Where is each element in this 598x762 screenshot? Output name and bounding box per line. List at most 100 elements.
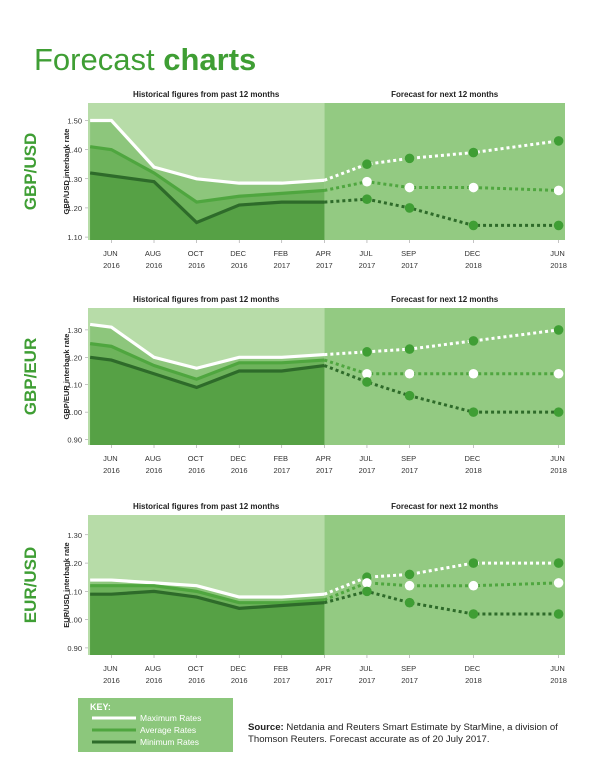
x-tick-line: 2016 <box>188 261 205 270</box>
x-tick-line: 2016 <box>188 676 205 685</box>
forecast-line <box>323 589 559 616</box>
x-tick-line: 2016 <box>103 261 120 270</box>
y-tick-label: 1.50 <box>67 116 82 125</box>
x-tick-line: 2016 <box>103 466 120 475</box>
chart-side-title: GBP/EUR <box>21 338 40 415</box>
x-tick-label: DEC 2016 <box>230 249 248 270</box>
history-line <box>90 118 325 185</box>
source-text: Netdania and Reuters Smart Estimate by S… <box>248 722 558 745</box>
y-tick-label: 0.90 <box>67 436 82 445</box>
x-tick-label: JUL 2017 <box>359 454 376 475</box>
y-tick-label: 1.30 <box>67 175 82 184</box>
x-tick-line: JUN <box>103 249 120 258</box>
history-line <box>90 578 325 599</box>
x-tick-line: SEP <box>401 454 418 463</box>
x-tick-line: OCT <box>188 454 206 463</box>
title-bold: charts <box>163 42 256 77</box>
x-tick-line: 2017 <box>316 466 333 475</box>
y-tick-label: 1.20 <box>67 353 82 362</box>
forecast-point <box>404 569 415 580</box>
forecast-annotation: Forecast for next 12 months <box>391 295 499 304</box>
y-tick-label: 1.20 <box>67 559 82 568</box>
forecast-point <box>553 368 564 379</box>
history-line <box>89 145 325 204</box>
x-tick-line: SEP <box>401 249 418 258</box>
forecast-point <box>362 176 372 187</box>
x-tick-label: FEB 2017 <box>273 454 290 475</box>
forecast-point <box>404 344 415 354</box>
x-tick-line: 2017 <box>401 261 418 270</box>
x-tick-label: DEC 2016 <box>230 454 248 475</box>
forecast-point <box>553 325 564 335</box>
forecast-point <box>468 368 479 379</box>
history-line <box>90 584 325 605</box>
history-area <box>90 172 325 240</box>
history-annotation: Historical figures from past 12 months <box>133 295 280 304</box>
x-tick-line: OCT <box>188 664 206 673</box>
forecast-point <box>362 368 372 379</box>
history-annotation: Historical figures from past 12 months <box>133 502 280 511</box>
x-tick-label: FEB 2017 <box>273 249 290 270</box>
x-tick-line: APR <box>316 454 334 463</box>
forecast-point <box>362 347 372 357</box>
forecast-point <box>468 220 479 231</box>
x-tick-label: JUN 2016 <box>103 249 120 270</box>
forecast-point <box>553 220 564 231</box>
x-tick-line: JUL <box>359 454 374 463</box>
history-line <box>89 171 325 225</box>
history-line <box>90 589 325 610</box>
x-tick-line: 2017 <box>273 261 290 270</box>
forecast-point <box>404 153 415 164</box>
y-tick-label: 0.90 <box>67 644 82 653</box>
x-tick-line: FEB <box>273 664 290 673</box>
legend-label: Minimum Rates <box>140 737 199 747</box>
y-axis-label: EUR/USD interbank rate <box>62 542 71 627</box>
x-tick-label: JUN 2018 <box>550 249 567 270</box>
forecast-point <box>553 609 564 619</box>
x-tick-line: 2017 <box>359 261 376 270</box>
y-tick-label: 1.30 <box>67 326 82 335</box>
x-tick-line: DEC <box>464 664 482 673</box>
title-light: Forecast <box>34 42 155 77</box>
x-tick-line: DEC <box>230 664 248 673</box>
y-tick-label: 1.10 <box>67 233 82 242</box>
x-tick-line: 2016 <box>231 676 248 685</box>
x-tick-line: 2018 <box>550 676 567 685</box>
forecast-point <box>553 407 564 417</box>
forecast-line <box>323 561 559 596</box>
legend-label: Maximum Rates <box>140 713 201 723</box>
x-tick-label: SEP 2017 <box>401 454 418 475</box>
x-tick-line: AUG <box>145 664 163 673</box>
y-tick-label: 1.00 <box>67 616 82 625</box>
key-title: KEY: <box>90 702 111 712</box>
x-tick-line: 2017 <box>401 466 418 475</box>
x-tick-line: 2016 <box>103 676 120 685</box>
x-tick-line: 2016 <box>231 466 248 475</box>
x-tick-label: DEC 2016 <box>230 664 248 685</box>
forecast-point <box>404 203 415 213</box>
x-tick-label: AUG 2016 <box>145 249 163 270</box>
x-tick-line: DEC <box>230 249 248 258</box>
forecast-annotation: Forecast for next 12 months <box>391 90 499 99</box>
x-tick-label: JUL 2017 <box>359 664 376 685</box>
source-note: Source: Netdania and Reuters Smart Estim… <box>248 722 583 746</box>
x-tick-line: AUG <box>145 454 163 463</box>
y-tick-label: 1.00 <box>67 408 82 417</box>
forecast-point <box>468 558 479 568</box>
x-tick-line: 2017 <box>316 676 333 685</box>
x-tick-line: APR <box>316 664 334 673</box>
x-tick-line: JUN <box>550 249 567 258</box>
x-tick-line: 2016 <box>231 261 248 270</box>
page-title: Forecast charts <box>34 42 256 77</box>
y-axis-label: GBP/USD interbank rate <box>62 129 71 215</box>
forecast-point <box>404 368 415 379</box>
forecast-point <box>468 147 479 158</box>
x-tick-line: DEC <box>230 454 248 463</box>
x-tick-label: FEB 2017 <box>273 664 290 685</box>
x-tick-line: FEB <box>273 454 290 463</box>
history-annotation: Historical figures from past 12 months <box>133 90 280 99</box>
forecast-point <box>362 194 372 204</box>
y-tick-label: 1.40 <box>67 146 82 155</box>
x-tick-line: SEP <box>401 664 418 673</box>
